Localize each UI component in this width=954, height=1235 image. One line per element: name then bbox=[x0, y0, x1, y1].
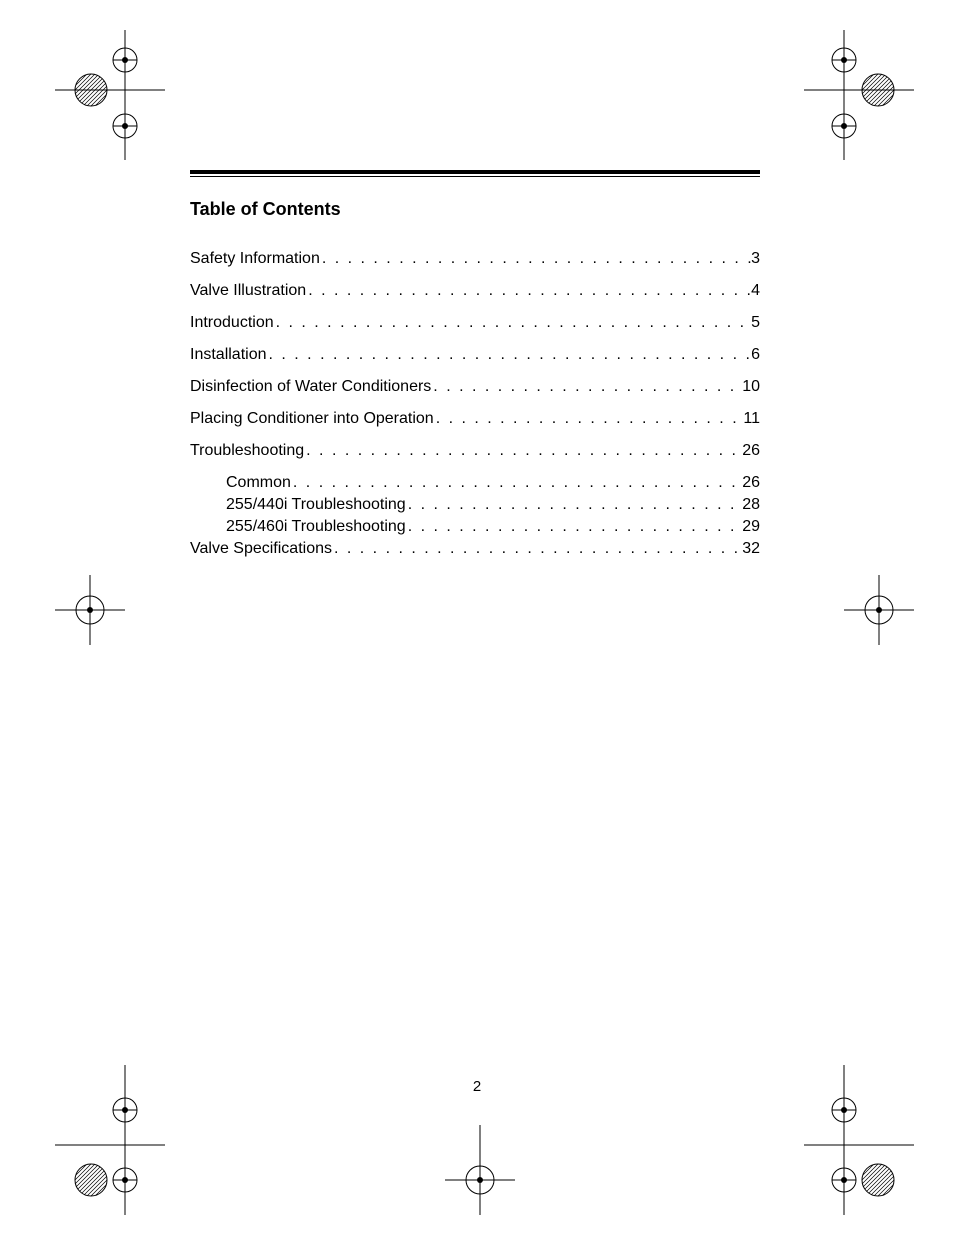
toc-leader-dots bbox=[434, 410, 744, 428]
toc-row: Disinfection of Water Conditioners 10 bbox=[190, 378, 760, 396]
toc-leader-dots bbox=[431, 378, 742, 396]
toc-leader-dots bbox=[267, 346, 752, 364]
toc-leader-dots bbox=[332, 540, 742, 558]
toc-entry-page: 29 bbox=[742, 518, 760, 536]
toc-entry-page: 4 bbox=[751, 282, 760, 300]
toc-row: Valve Illustration 4 bbox=[190, 282, 760, 300]
toc-title: Table of Contents bbox=[190, 199, 760, 220]
toc-row: 255/440i Troubleshooting 28 bbox=[190, 496, 760, 514]
toc-row: Placing Conditioner into Operation 11 bbox=[190, 410, 760, 428]
toc-row: 255/460i Troubleshooting 29 bbox=[190, 518, 760, 536]
toc-entry-page: 11 bbox=[743, 410, 760, 428]
toc-entry-page: 26 bbox=[742, 474, 760, 492]
toc-row: Safety Information 3 bbox=[190, 250, 760, 268]
toc-leader-dots bbox=[320, 250, 751, 268]
toc-entry-label: Valve Illustration bbox=[190, 282, 306, 300]
toc-leader-dots bbox=[291, 474, 742, 492]
toc-leader-dots bbox=[406, 496, 743, 514]
toc-row: Common 26 bbox=[190, 474, 760, 492]
toc-entry-label: Troubleshooting bbox=[190, 442, 304, 460]
toc-leader-dots bbox=[274, 314, 751, 332]
toc-leader-dots bbox=[406, 518, 743, 536]
regmark-mid-left bbox=[55, 575, 125, 645]
toc-entry-page: 28 bbox=[742, 496, 760, 514]
toc-leader-dots bbox=[304, 442, 742, 460]
page-number: 2 bbox=[0, 1078, 954, 1095]
toc-entry-label: Safety Information bbox=[190, 250, 320, 268]
toc-entry-label: Common bbox=[226, 474, 291, 492]
toc-entry-page: 32 bbox=[742, 540, 760, 558]
toc-entry-page: 3 bbox=[751, 250, 760, 268]
toc-list: Safety Information 3 Valve Illustration 4 In… bbox=[190, 250, 760, 558]
toc-row: Troubleshooting 26 bbox=[190, 442, 760, 460]
toc-entry-label: Introduction bbox=[190, 314, 274, 332]
header-rule-thick bbox=[190, 170, 760, 174]
regmark-mid-right bbox=[844, 575, 914, 645]
toc-entry-page: 6 bbox=[751, 346, 760, 364]
header-rule-thin bbox=[190, 176, 760, 177]
regmark-top-left bbox=[55, 30, 165, 160]
toc-entry-label: Valve Specifications bbox=[190, 540, 332, 558]
toc-row: Valve Specifications 32 bbox=[190, 540, 760, 558]
content-area: Table of Contents Safety Information 3 Val… bbox=[190, 170, 760, 572]
toc-row: Introduction 5 bbox=[190, 314, 760, 332]
toc-row: Installation 6 bbox=[190, 346, 760, 364]
toc-leader-dots bbox=[306, 282, 751, 300]
toc-entry-label: 255/460i Troubleshooting bbox=[226, 518, 406, 536]
toc-entry-label: Installation bbox=[190, 346, 267, 364]
regmark-top-right bbox=[804, 30, 914, 160]
toc-entry-label: Placing Conditioner into Operation bbox=[190, 410, 434, 428]
toc-entry-page: 10 bbox=[742, 378, 760, 396]
toc-entry-label: Disinfection of Water Conditioners bbox=[190, 378, 431, 396]
toc-entry-page: 26 bbox=[742, 442, 760, 460]
toc-entry-label: 255/440i Troubleshooting bbox=[226, 496, 406, 514]
toc-entry-page: 5 bbox=[751, 314, 760, 332]
regmark-bottom-center bbox=[445, 1125, 515, 1215]
